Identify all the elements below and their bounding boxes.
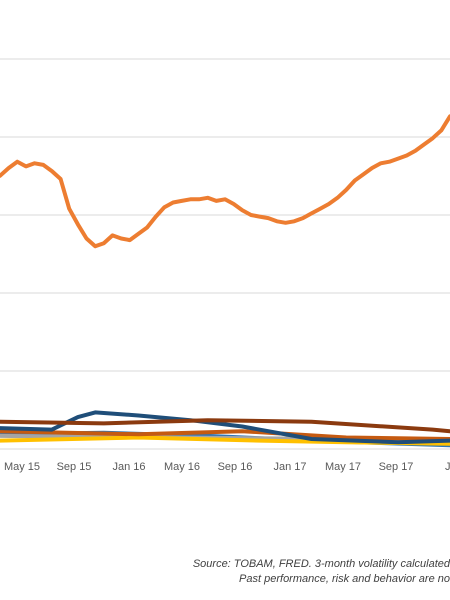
x-tick-label: Sep 16 (218, 461, 253, 473)
x-tick-label: Sep 17 (379, 461, 414, 473)
source-note: Source: TOBAM, FRED. 3-month volatility … (192, 558, 450, 570)
gridlines (0, 58, 450, 450)
x-tick-label: Jan 17 (273, 461, 306, 473)
x-tick-label: Sep 15 (57, 461, 92, 473)
x-tick-label: Jan 16 (112, 461, 145, 473)
series-lines (0, 114, 450, 448)
x-tick-label: May 16 (164, 461, 200, 473)
x-tick-label: Jan (445, 461, 450, 473)
series-line (0, 429, 450, 441)
disclaimer-note: Past performance, risk and behavior are … (239, 573, 450, 585)
x-axis-tick-labels: May 15 Sep 15 Jan 16 May 16 Sep 16 Jan 17 May … (4, 461, 450, 473)
series-line (0, 418, 450, 434)
series-line (0, 114, 450, 249)
x-tick-label: May 15 (4, 461, 40, 473)
x-tick-label: May 17 (325, 461, 361, 473)
